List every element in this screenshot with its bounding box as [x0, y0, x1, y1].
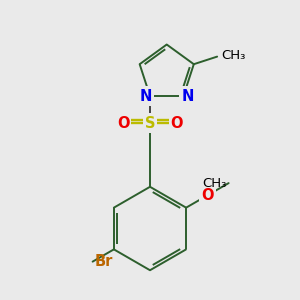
Text: S: S	[145, 116, 155, 130]
Text: O: O	[117, 116, 129, 130]
Text: N: N	[181, 88, 194, 104]
Text: CH₃: CH₃	[221, 49, 245, 62]
Text: Br: Br	[95, 254, 113, 269]
Text: O: O	[201, 188, 214, 203]
Text: O: O	[171, 116, 183, 130]
Text: CH₃: CH₃	[202, 177, 226, 190]
Text: N: N	[140, 88, 152, 104]
